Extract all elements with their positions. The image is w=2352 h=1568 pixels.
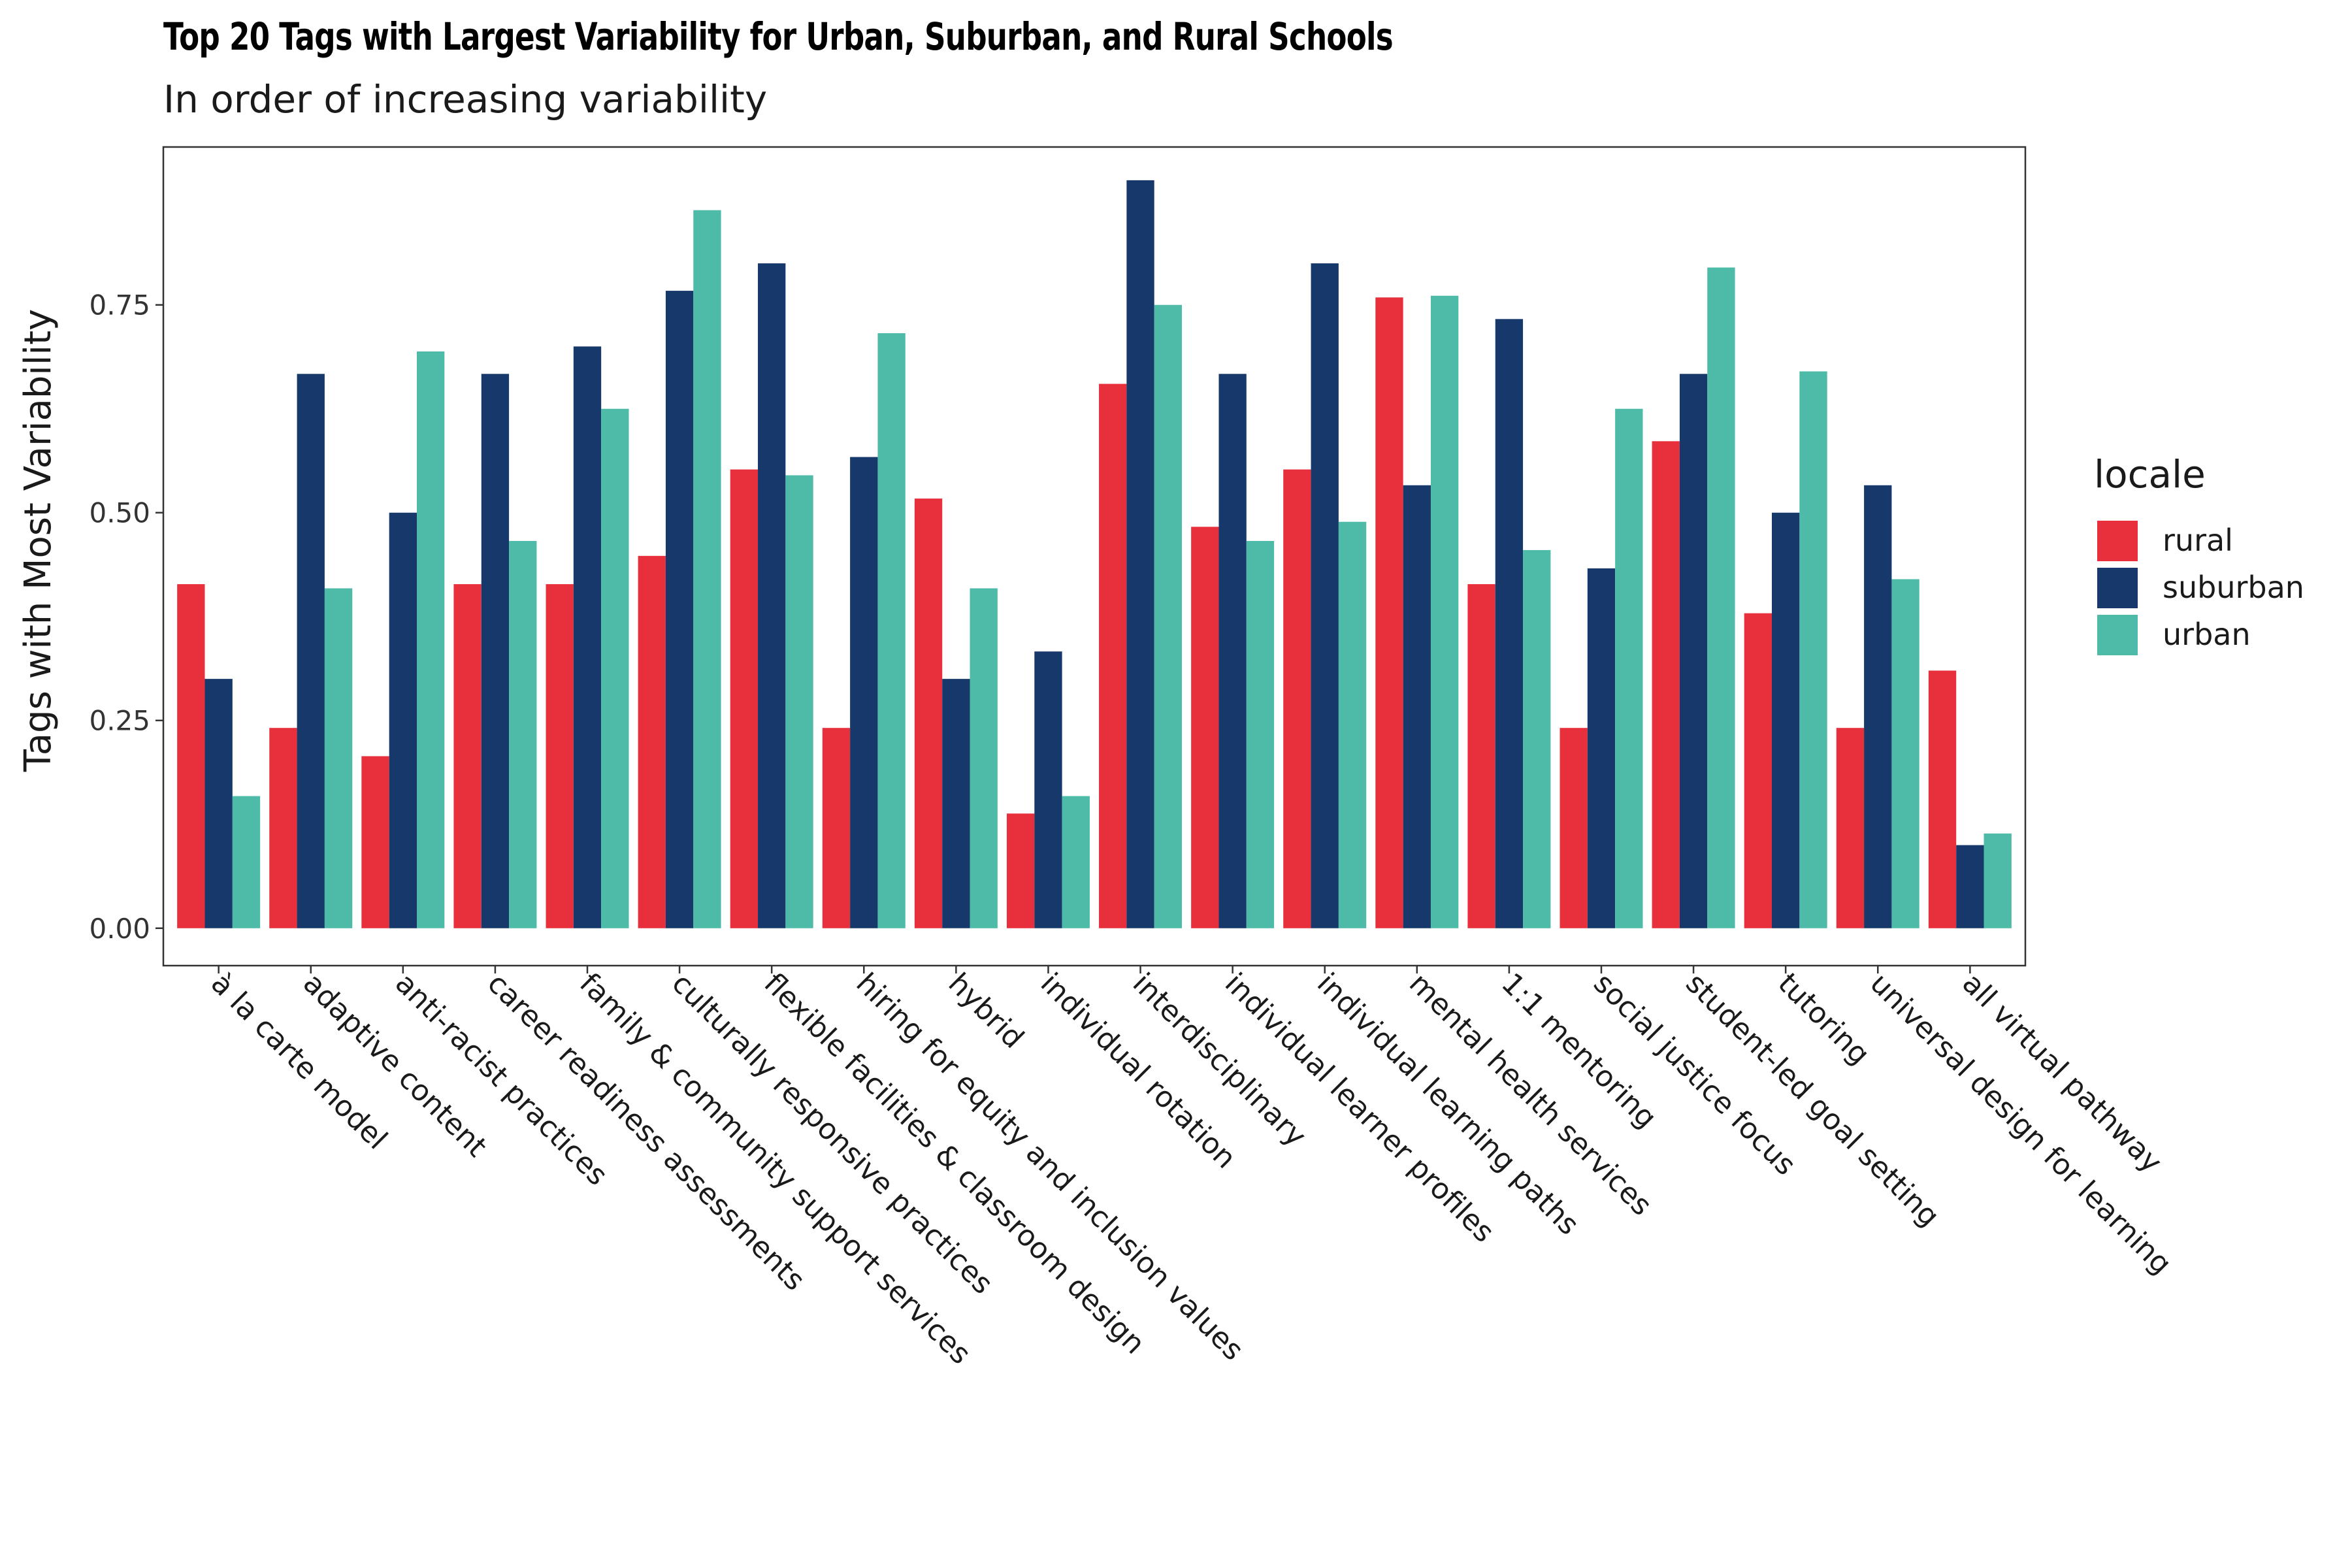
bars-layer [177, 180, 2012, 928]
bar-suburban-19 [1864, 485, 1892, 928]
bar-rural-12 [1191, 527, 1219, 928]
y-tick-label: 0.50 [89, 497, 150, 529]
bar-urban-2 [324, 588, 353, 928]
bar-urban-14 [1430, 295, 1459, 928]
y-tick-label: 0.25 [89, 705, 150, 737]
legend-key-urban [2097, 615, 2138, 655]
bar-suburban-4 [481, 374, 510, 928]
bar-suburban-6 [665, 291, 694, 928]
bar-urban-9 [970, 588, 998, 928]
bar-suburban-7 [758, 263, 786, 928]
bar-urban-16 [1615, 408, 1643, 928]
bar-suburban-16 [1587, 568, 1616, 928]
bar-urban-6 [693, 210, 721, 928]
bar-rural-16 [1560, 728, 1588, 928]
plot-panel [162, 146, 2027, 967]
y-tick-label: 0.75 [89, 289, 150, 321]
y-axis: 0.00 0.25 0.50 0.75 [89, 289, 163, 945]
bar-rural-19 [1836, 728, 1865, 928]
bar-rural-14 [1375, 297, 1403, 928]
bar-urban-7 [785, 475, 813, 928]
chart-title: Top 20 Tags with Largest Variability for… [163, 14, 1394, 59]
bar-suburban-8 [850, 457, 878, 928]
legend-title: locale [2094, 452, 2206, 497]
bar-urban-8 [877, 333, 906, 928]
legend-key-suburban [2097, 568, 2138, 608]
bar-urban-13 [1338, 521, 1367, 928]
bar-suburban-17 [1679, 374, 1708, 928]
bar-rural-2 [269, 728, 297, 928]
bar-rural-17 [1652, 441, 1680, 928]
bar-urban-1 [232, 796, 261, 928]
bar-rural-5 [546, 584, 574, 928]
bar-suburban-3 [389, 512, 417, 928]
bar-suburban-14 [1403, 485, 1431, 928]
bar-rural-1 [177, 584, 205, 928]
bar-urban-17 [1707, 267, 1735, 928]
bar-rural-20 [1928, 670, 1957, 928]
bar-suburban-13 [1311, 263, 1339, 928]
bar-urban-12 [1246, 540, 1275, 928]
legend-items: rural suburban urban [2097, 521, 2304, 655]
bar-urban-18 [1799, 371, 1827, 928]
bar-suburban-15 [1495, 319, 1524, 928]
bar-suburban-2 [297, 374, 325, 928]
bar-urban-20 [1984, 833, 2012, 928]
y-axis-title: Tags with Most Variability [17, 309, 59, 772]
bar-suburban-9 [942, 679, 970, 928]
bar-urban-4 [509, 540, 537, 928]
bar-suburban-5 [573, 346, 602, 928]
bar-rural-3 [361, 756, 389, 928]
x-tick-label: interdisciplinary [1126, 967, 1313, 1153]
y-tick-label: 0.00 [89, 913, 150, 945]
x-tick-label: culturally responsive practices [665, 967, 999, 1301]
bar-urban-19 [1891, 579, 1919, 928]
bar-suburban-12 [1218, 374, 1247, 928]
bar-urban-15 [1523, 549, 1551, 928]
bar-rural-18 [1744, 613, 1772, 928]
x-tick-label: 1:1 mentoring [1495, 967, 1663, 1135]
bar-suburban-11 [1126, 180, 1154, 928]
x-tick-label: hybrid [942, 967, 1030, 1055]
legend-key-rural [2097, 521, 2138, 561]
legend-label-urban: urban [2163, 617, 2251, 652]
bar-urban-3 [417, 351, 445, 928]
bar-rural-11 [1099, 384, 1127, 928]
bar-rural-13 [1283, 469, 1311, 928]
bar-urban-5 [601, 408, 629, 928]
bar-rural-7 [730, 469, 759, 928]
bar-suburban-1 [204, 679, 233, 928]
bar-rural-10 [1006, 813, 1035, 928]
bar-rural-8 [822, 728, 851, 928]
chart-subtitle: In order of increasing variability [163, 77, 768, 122]
x-tick-label: à la carte model [204, 967, 394, 1156]
bar-rural-9 [914, 498, 943, 928]
bar-suburban-10 [1034, 651, 1062, 928]
legend: locale rural suburban urban [2094, 452, 2304, 655]
bar-urban-11 [1154, 304, 1183, 928]
bar-rural-6 [638, 555, 666, 928]
bar-rural-4 [453, 584, 482, 928]
bar-rural-15 [1467, 584, 1495, 928]
legend-label-rural: rural [2163, 523, 2233, 558]
bar-suburban-18 [1772, 512, 1800, 928]
legend-label-suburban: suburban [2163, 570, 2304, 605]
bar-urban-10 [1062, 796, 1090, 928]
bar-suburban-20 [1956, 845, 1984, 928]
